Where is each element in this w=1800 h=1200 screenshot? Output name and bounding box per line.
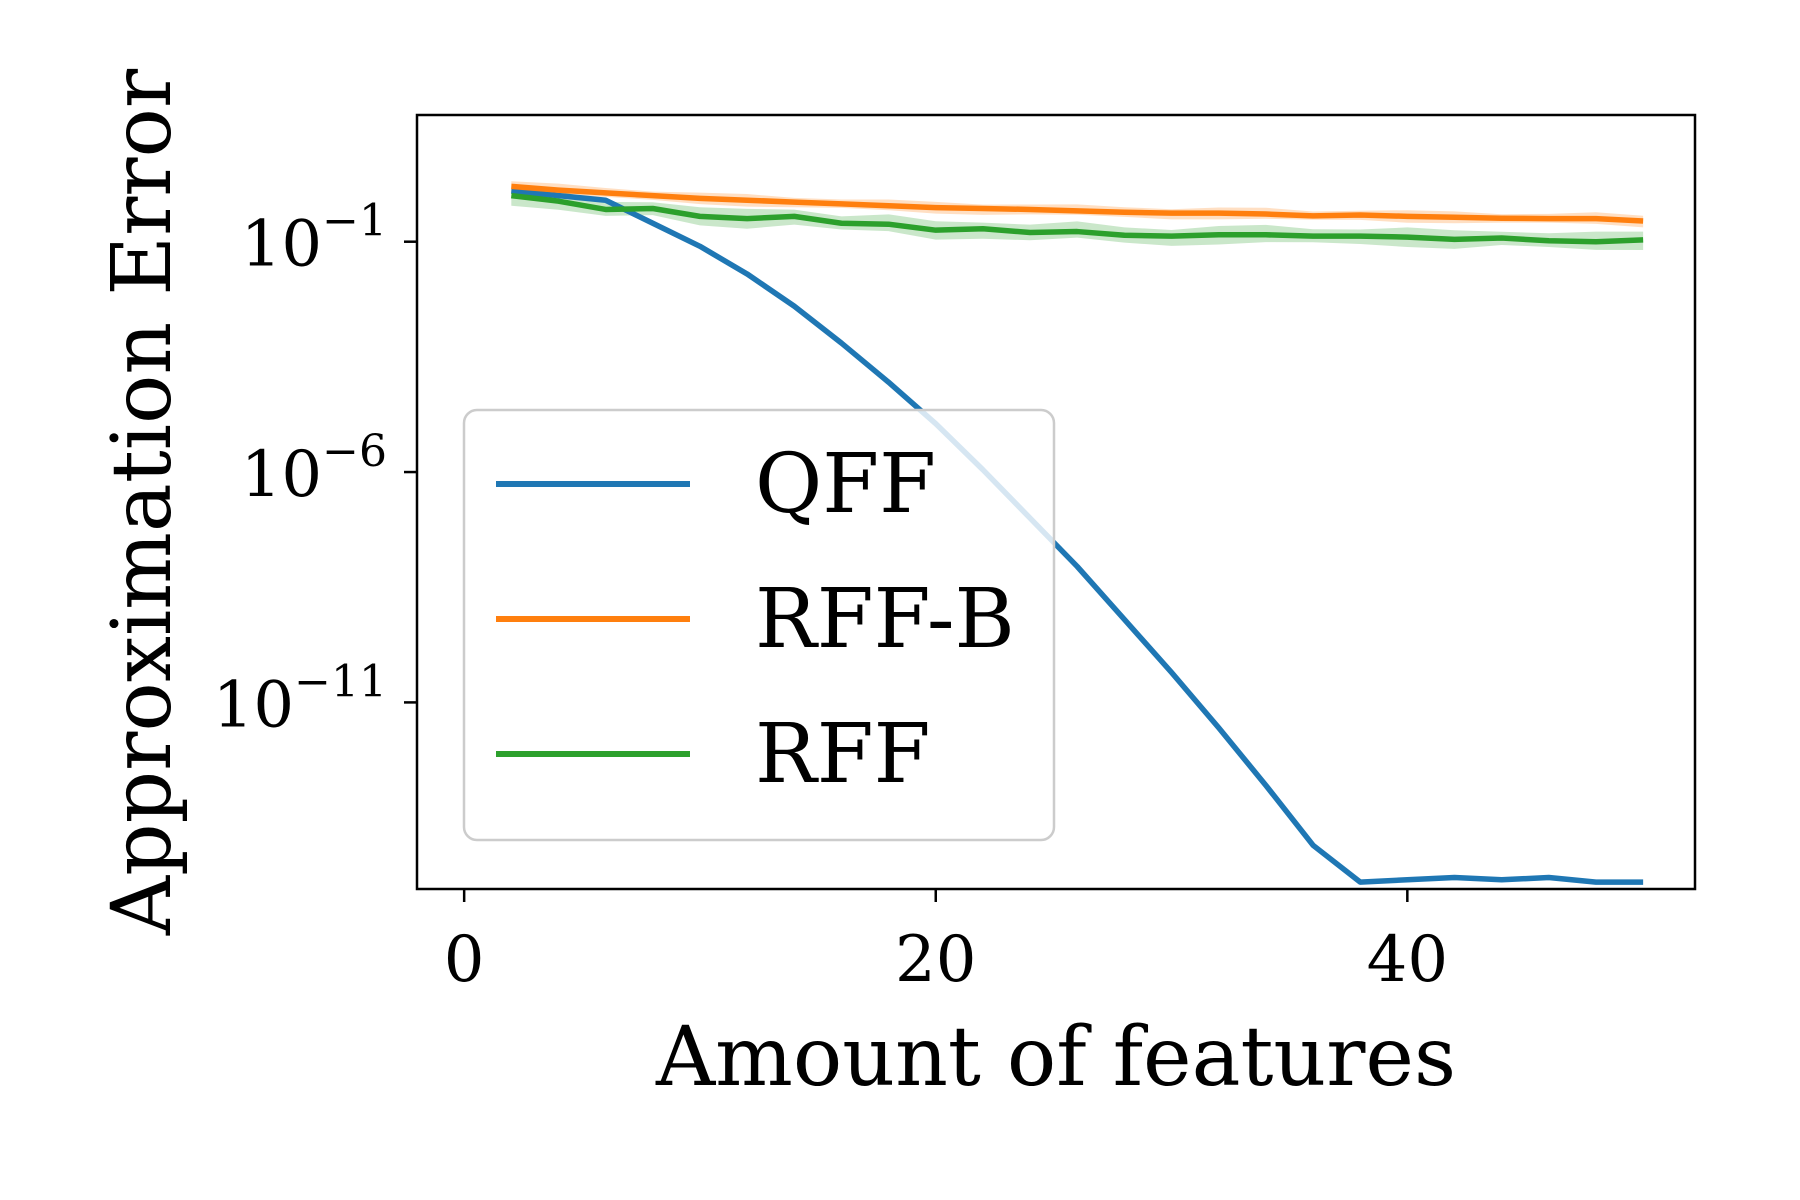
legend-label-qff: QFF	[755, 437, 936, 532]
x-axis-ticks: 0 20 40	[444, 889, 1448, 997]
qff-series-line	[511, 188, 1644, 885]
x-tick-label: 20	[895, 923, 976, 997]
rff-series-line	[510, 192, 1644, 245]
y-tick-label: 10−11	[213, 656, 387, 742]
x-tick-label: 40	[1367, 923, 1448, 997]
legend-frame	[462, 408, 1056, 842]
y-axis-ticks: 10−1 10−6 10−11	[213, 196, 417, 742]
legend: QFF RFF-B RFF	[462, 408, 1056, 842]
plot-frame	[415, 113, 1697, 891]
rff-b-series-line	[511, 183, 1644, 224]
y-tick-label: 10−1	[241, 196, 387, 282]
series-lines	[510, 183, 1644, 885]
x-tick-label: 0	[444, 923, 485, 997]
y-axis-label: Approximation Error	[95, 68, 190, 936]
legend-label-rff-b: RFF-B	[755, 572, 1015, 667]
plot-area	[510, 181, 1644, 885]
x-axis-label: Amount of features	[655, 1010, 1456, 1105]
y-tick-label: 10−6	[241, 426, 387, 512]
legend-label-rff: RFF	[755, 707, 931, 802]
